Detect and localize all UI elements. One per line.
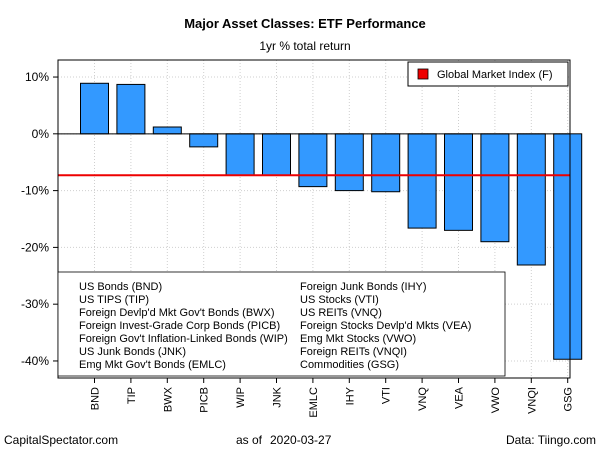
- y-tick-label-5: -40%: [21, 354, 49, 368]
- plot-frame: [57, 59, 571, 379]
- note-item-11: Emg Mkt Stocks (VWO): [300, 333, 416, 345]
- x-tick-label-emlc: EMLC: [308, 387, 320, 418]
- x-tick-label-picb: PICB: [199, 387, 211, 413]
- note-item-12: Foreign REITs (VNQI): [300, 346, 407, 358]
- y-tick-label-1: 0%: [32, 127, 50, 141]
- bar-emlc: [298, 133, 328, 188]
- x-tick-label-tip: TIP: [126, 387, 138, 404]
- bar-series: [80, 82, 583, 360]
- legend: Global Market Index (F): [407, 61, 569, 87]
- bar-vnqi: [516, 133, 546, 266]
- bar-vwo: [480, 133, 510, 243]
- note-item-7: Foreign Junk Bonds (IHY): [300, 281, 427, 293]
- note-item-3: Foreign Invest-Grade Corp Bonds (PICB): [79, 320, 280, 332]
- x-tick-label-wip: WIP: [235, 387, 247, 408]
- note-item-5: US Junk Bonds (JNK): [79, 346, 186, 358]
- notes-box-frame: [57, 271, 506, 377]
- x-tick-label-vea: VEA: [454, 386, 466, 409]
- y-tick-label-2: -10%: [21, 184, 49, 198]
- note-item-6: Emg Mkt Gov't Bonds (EMLC): [79, 359, 226, 371]
- x-tick-label-gsg: GSG: [563, 387, 575, 411]
- note-item-8: US Stocks (VTI): [300, 294, 379, 306]
- x-tick-label-ihy: IHY: [344, 386, 356, 405]
- note-item-4: Foreign Gov't Inflation-Linked Bonds (WI…: [79, 333, 288, 345]
- x-tick-label-jnk: JNK: [272, 386, 284, 407]
- bar-picb: [189, 133, 219, 148]
- note-item-10: Foreign Stocks Devlp'd Mkts (VEA): [300, 320, 471, 332]
- note-item-0: US Bonds (BND): [79, 281, 162, 293]
- note-item-2: Foreign Devlp'd Mkt Gov't Bonds (BWX): [79, 307, 275, 319]
- notes-list: US Bonds (BND)US TIPS (TIP)Foreign Devlp…: [79, 281, 471, 371]
- bar-jnk: [262, 133, 291, 176]
- x-tick-label-vnqi: VNQI: [526, 387, 538, 414]
- footer-left: CapitalSpectator.com: [4, 433, 118, 447]
- y-axis: 10% 0% -10% -20% -30% -40%: [21, 70, 58, 368]
- y-tick-label-4: -30%: [21, 297, 49, 311]
- legend-swatch: [417, 68, 429, 80]
- bar-gsg: [553, 133, 583, 360]
- bar-bwx: [152, 126, 182, 135]
- legend-label: Global Market Index (F): [437, 69, 553, 81]
- note-item-13: Commodities (GSG): [300, 359, 399, 371]
- chart-title: Major Asset Classes: ETF Performance: [184, 16, 426, 31]
- y-tick-label-3: -20%: [21, 240, 49, 254]
- x-tick-label-bnd: BND: [90, 387, 102, 410]
- note-item-1: US TIPS (TIP): [79, 294, 149, 306]
- footer-as-of: as of: [236, 433, 263, 447]
- bar-tip: [116, 83, 146, 135]
- note-item-9: US REITs (VNQ): [300, 307, 382, 319]
- bar-vti: [371, 133, 401, 193]
- notes-box: US Bonds (BND)US TIPS (TIP)Foreign Devlp…: [57, 271, 506, 377]
- x-tick-label-vnq: VNQ: [417, 387, 429, 411]
- footer-date: 2020-03-27: [270, 433, 332, 447]
- bar-ihy: [334, 133, 364, 192]
- legend-box: [407, 61, 569, 87]
- bar-wip: [225, 133, 255, 176]
- x-tick-label-bwx: BWX: [162, 386, 174, 412]
- footer-right: Data: Tiingo.com: [506, 433, 596, 447]
- bar-bnd: [80, 82, 109, 135]
- bar-vea: [444, 133, 473, 231]
- x-tick-label-vti: VTI: [381, 387, 393, 404]
- y-tick-label-0: 10%: [25, 70, 49, 84]
- x-tick-label-vwo: VWO: [490, 387, 502, 414]
- bar-vnq: [407, 133, 437, 229]
- x-axis: BND TIP BWX PICB WIP JNK EMLC IHY VTI VNQ VEA VWO VN…: [90, 378, 575, 418]
- chart-subtitle: 1yr % total return: [259, 39, 350, 53]
